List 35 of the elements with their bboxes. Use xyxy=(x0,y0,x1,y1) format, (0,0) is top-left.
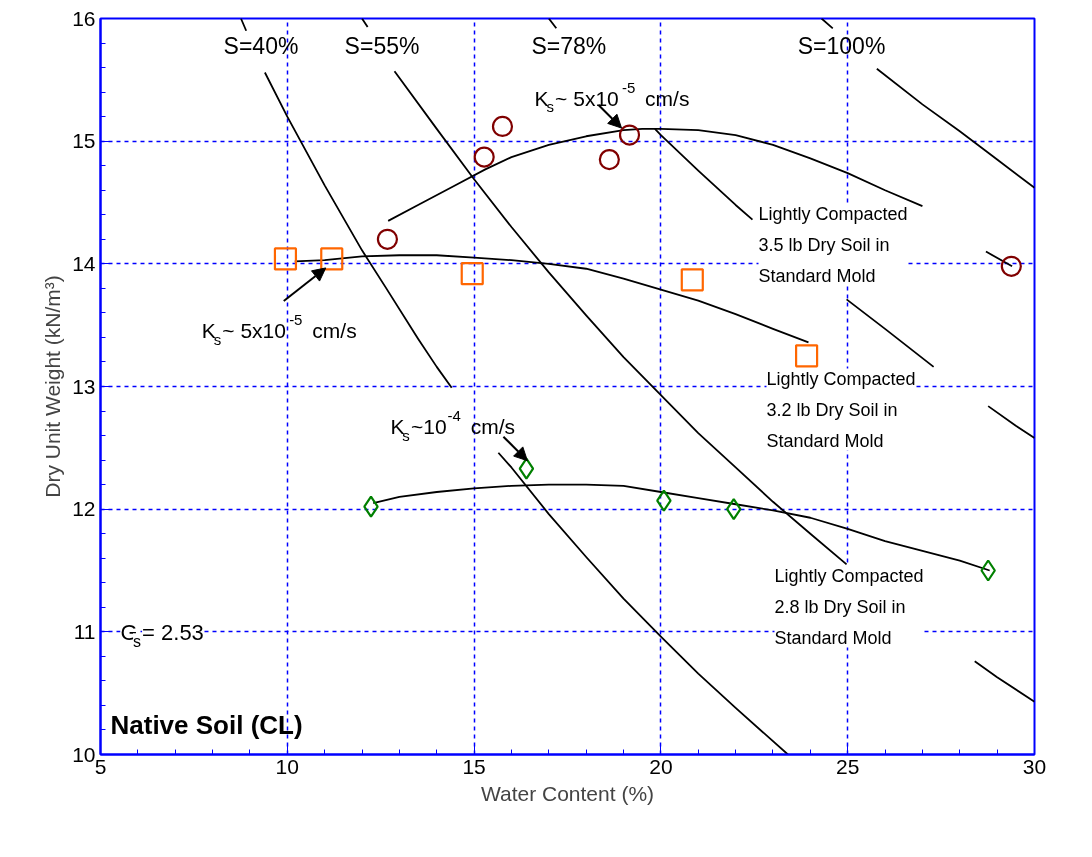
x-tick-label: 15 xyxy=(462,754,486,778)
series-label: S=55% xyxy=(344,32,420,59)
y-tick-label: 12 xyxy=(72,497,96,521)
x-tick-label: 20 xyxy=(649,754,673,778)
point xyxy=(618,124,641,146)
point xyxy=(473,146,495,168)
point xyxy=(518,457,535,480)
y-tick-label: 11 xyxy=(73,619,96,643)
y-tick-label: 15 xyxy=(72,129,96,153)
point xyxy=(491,115,514,138)
x-tick-label: 5 xyxy=(94,754,107,778)
point xyxy=(598,148,620,171)
annotation: Native Soil (CL) xyxy=(110,709,303,740)
y-tick-label: 13 xyxy=(72,374,96,398)
series-label: S=40% xyxy=(223,32,299,59)
annotation: Lightly Compacted 3.5 lb Dry Soil in Standard Mold xyxy=(758,203,908,286)
x-tick-label: 30 xyxy=(1022,754,1047,778)
point xyxy=(680,268,704,292)
series-label: S=78% xyxy=(531,32,607,59)
point xyxy=(1000,255,1022,277)
annotation: Lightly Compacted 2.8 lb Dry Soil in Standard Mold xyxy=(774,565,924,648)
point xyxy=(725,498,742,521)
point xyxy=(795,344,819,368)
point xyxy=(320,247,344,271)
y-tick-label: 16 xyxy=(72,6,96,30)
point xyxy=(273,247,298,271)
point xyxy=(376,228,399,250)
x-tick-label: 10 xyxy=(275,754,299,778)
x-tick-label: 25 xyxy=(836,754,860,778)
y-axis-title: Dry Unit Weight (kN/m³) xyxy=(41,275,65,498)
x-axis-title: Water Content (%) xyxy=(480,781,655,805)
y-tick-label: 14 xyxy=(72,251,96,275)
point xyxy=(460,262,484,286)
series-label: S=100% xyxy=(797,32,886,59)
annotation: Lightly Compacted 3.2 lb Dry Soil in Standard Mold xyxy=(766,368,916,451)
